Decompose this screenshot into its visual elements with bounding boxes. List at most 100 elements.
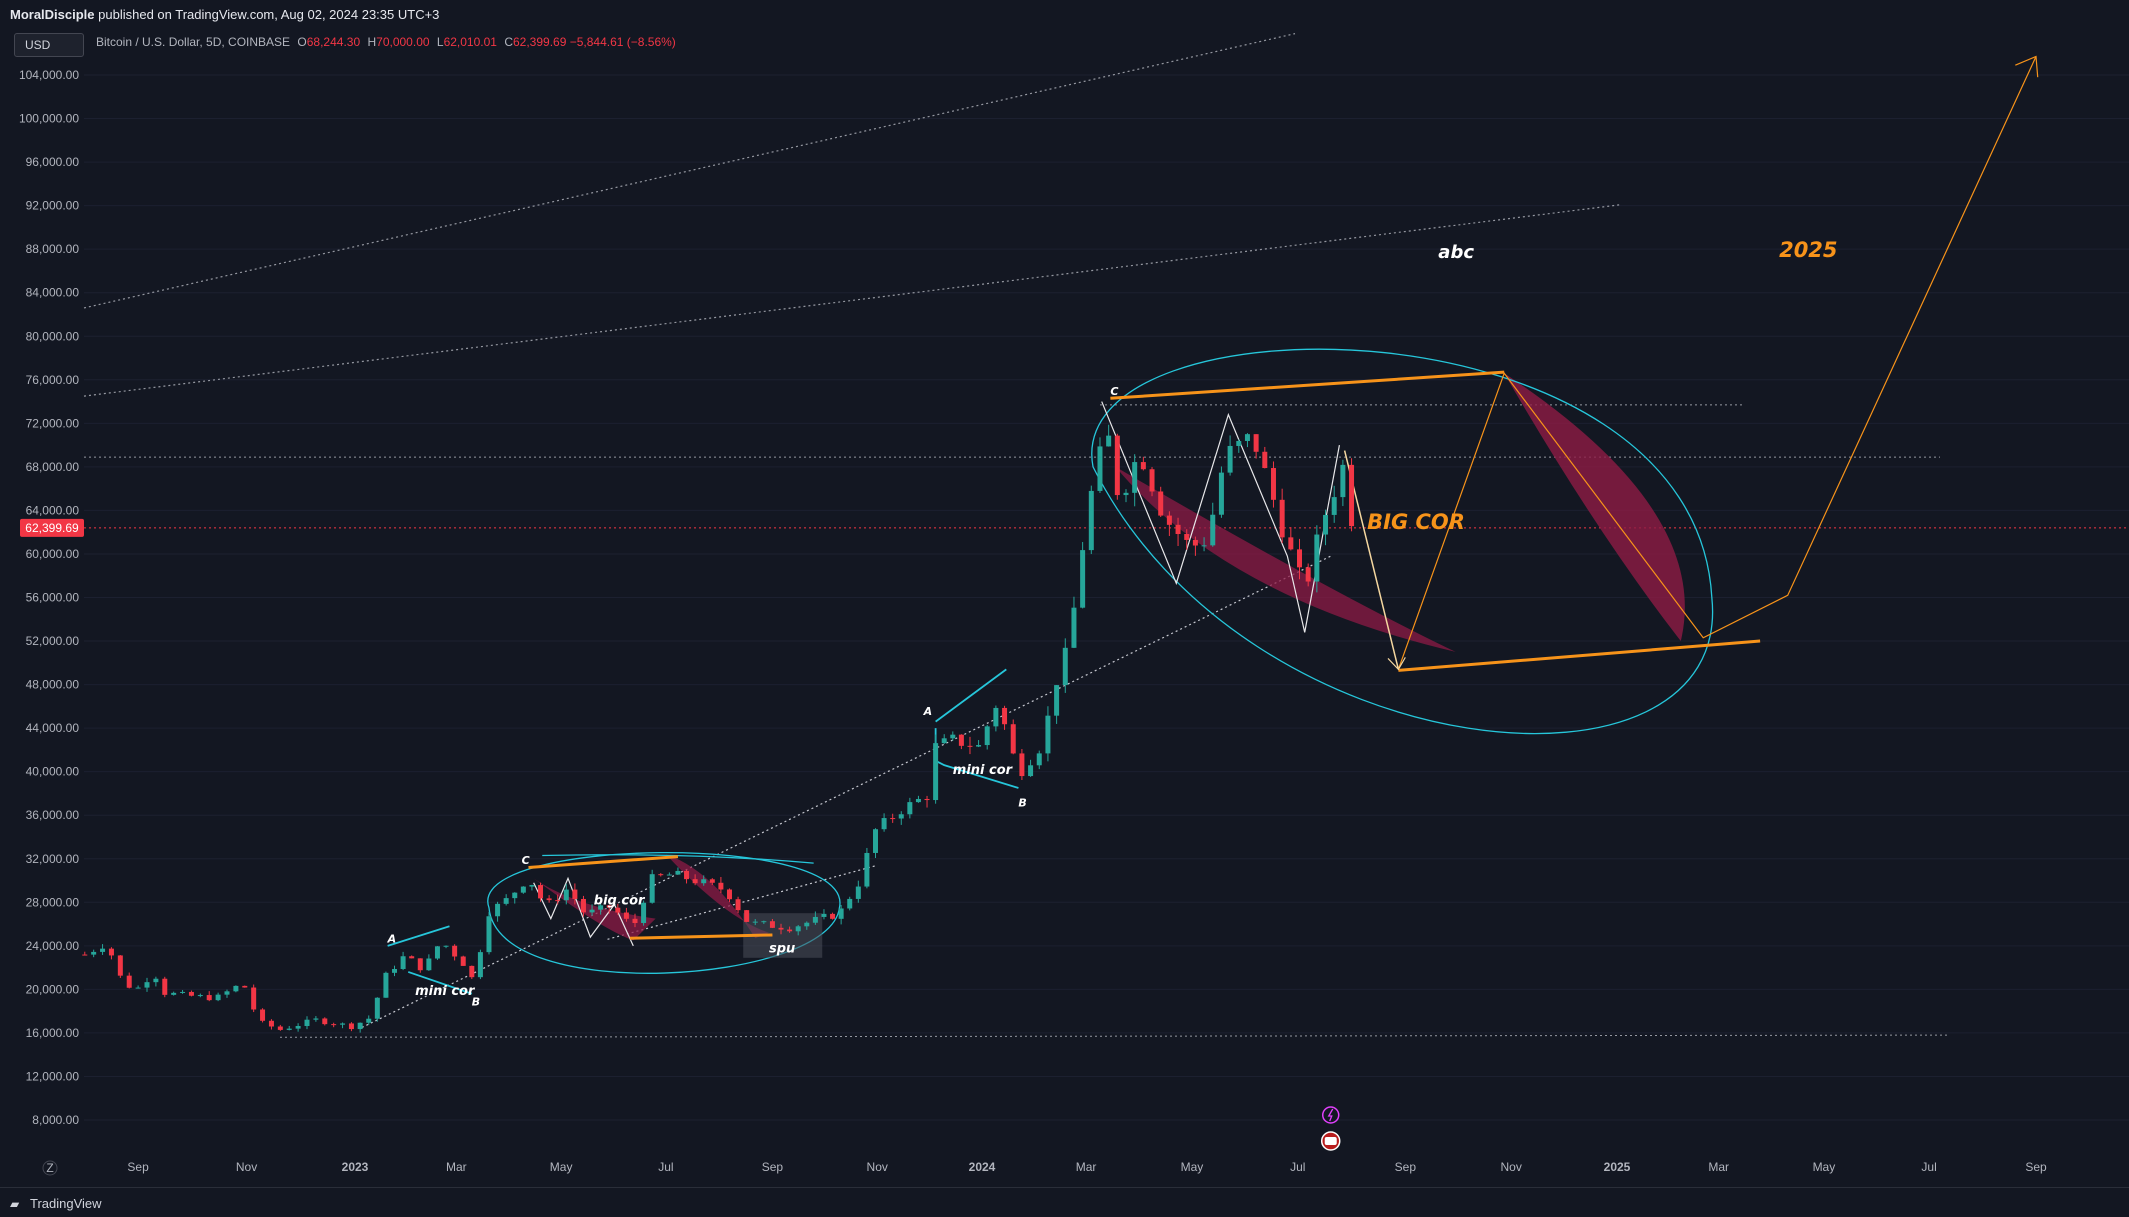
candle-body [1323, 514, 1329, 535]
annotation-labels: mini cor big cor spu mini cor BIG COR abc 2025… [387, 238, 1838, 1009]
mid-trendline [607, 864, 878, 940]
candle-body [460, 956, 466, 966]
candle-body [197, 995, 203, 997]
projection-arrow-icon [2015, 55, 2039, 78]
orange-bottom-2024 [1398, 639, 1761, 672]
candle-body [872, 829, 878, 853]
candle-body [1019, 753, 1025, 777]
drop-arrow-icon [1387, 657, 1406, 671]
y-tick-label: 60,000.00 [26, 547, 80, 561]
candle-body [615, 907, 621, 913]
brand-name[interactable]: TradingView [30, 1196, 102, 1211]
candle-body [1097, 446, 1103, 491]
y-tick-label: 76,000.00 [26, 373, 80, 387]
candle-body [701, 879, 707, 884]
x-tick-label: Sep [2025, 1160, 2047, 1174]
channel-upper-line [83, 33, 1296, 309]
candle-body [1210, 514, 1216, 546]
candle-body [658, 874, 664, 876]
candle-body [649, 874, 655, 903]
candle-body [452, 945, 458, 957]
symbol-legend: Bitcoin / U.S. Dollar, 5D, COINBASE O68,… [96, 35, 676, 49]
orange-top-2023 [528, 855, 679, 869]
candle-body [295, 1026, 301, 1029]
candle-body [224, 991, 230, 995]
candle-body [215, 994, 221, 1001]
candle-body [572, 889, 578, 899]
candle-body [958, 734, 964, 746]
candle-body [769, 921, 775, 928]
candle-body [718, 882, 724, 890]
candle-body [598, 905, 604, 910]
timezone-icon[interactable] [42, 1160, 58, 1176]
candle-body [967, 745, 973, 747]
x-tick-label: Nov [867, 1160, 888, 1174]
y-tick-label: 52,000.00 [26, 634, 80, 648]
candle-body [1132, 462, 1138, 493]
zigzag-2024 [1101, 401, 1340, 633]
tradingview-logo-icon[interactable]: ▰ [10, 1197, 20, 1211]
mini-cor-lower-2023 [407, 971, 473, 995]
candle-body [108, 948, 114, 956]
candle-body [100, 948, 106, 952]
x-tick-label: Mar [1076, 1160, 1097, 1174]
price-chart[interactable]: 8,000.00 12,000.00 16,000.00 20,000.00 24,00… [0, 0, 2129, 1187]
y-tick-label: 32,000.00 [26, 852, 80, 866]
x-tick-label: Jul [658, 1160, 673, 1174]
x-tick-label: Nov [236, 1160, 257, 1174]
candle-body [1062, 647, 1068, 686]
candle-body [787, 929, 793, 932]
wave-label-b-2024: B [1018, 797, 1026, 810]
y-tick-label: 64,000.00 [26, 503, 80, 517]
lightning-icon[interactable] [1321, 1106, 1340, 1124]
candle-body [744, 910, 750, 922]
y-tick-label: 104,000.00 [19, 68, 79, 82]
candle-body [144, 982, 150, 988]
candle-body [162, 978, 168, 995]
candle-body [529, 885, 535, 887]
open-label: O [297, 35, 307, 49]
x-tick-label: Sep [1395, 1160, 1417, 1174]
x-tick-label: Nov [1500, 1160, 1521, 1174]
candle-body [340, 1023, 346, 1025]
cyan-ellipse-2024 [1091, 348, 1714, 735]
drawings-layer [83, 33, 2129, 1038]
candle-body [1088, 490, 1094, 551]
label-abc: abc [1438, 242, 1474, 263]
currency-button[interactable]: USD [14, 33, 84, 57]
candle-body [855, 886, 861, 899]
candle-body [348, 1023, 354, 1030]
event-icons[interactable] [1320, 1106, 1341, 1151]
y-tick-label: 88,000.00 [26, 242, 80, 256]
candle-body [82, 954, 88, 956]
candle-body [804, 922, 810, 927]
candle-body [1158, 491, 1164, 516]
big-cor-fill-2023-a [533, 878, 656, 941]
candle-body [726, 889, 732, 900]
candle-body [1149, 469, 1155, 492]
candle-body [1227, 445, 1233, 473]
candle-body [890, 818, 896, 820]
y-tick-label: 44,000.00 [26, 721, 80, 735]
candle-body [1270, 468, 1276, 500]
candle-body [180, 991, 186, 993]
candle-body [1054, 685, 1060, 716]
open-value: 68,244.30 [306, 35, 361, 49]
candle-body [486, 916, 492, 953]
low-label: L [436, 35, 444, 49]
candle-body [1184, 534, 1190, 540]
candle-body [907, 802, 913, 815]
mini-cor-upper-2023 [387, 925, 450, 947]
y-tick-label: 20,000.00 [26, 982, 80, 996]
candle-body [735, 899, 741, 911]
candle-body [812, 916, 818, 923]
candle-body [357, 1022, 363, 1030]
channel-lower-line [83, 203, 1623, 397]
candle-body [331, 1024, 337, 1026]
x-tick-label: 2024 [969, 1160, 996, 1174]
candle-body [1305, 567, 1311, 582]
y-tick-label: 100,000.00 [19, 112, 79, 126]
orange-top-2024 [1110, 370, 1505, 400]
publisher-name[interactable]: MoralDisciple [10, 7, 95, 22]
candle-body [233, 985, 239, 992]
